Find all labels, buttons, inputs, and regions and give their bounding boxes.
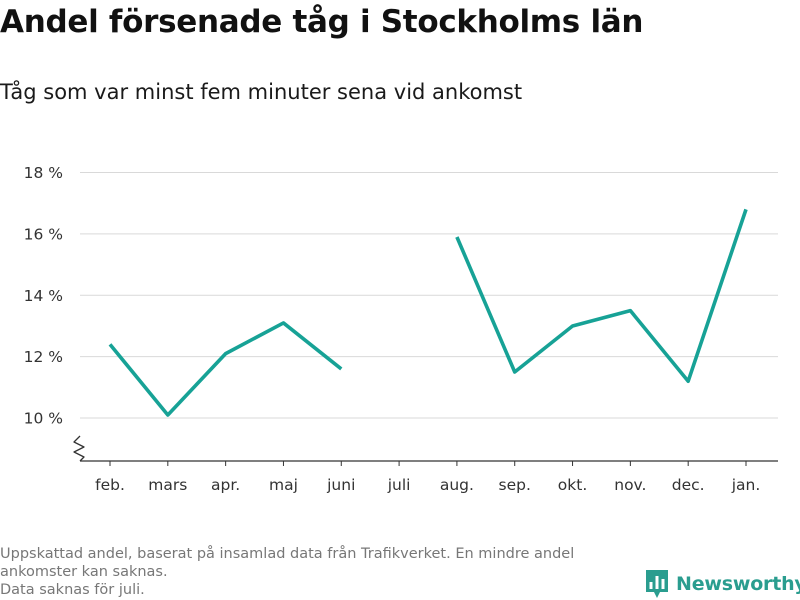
- chart-title: Andel försenade tåg i Stockholms län: [0, 4, 644, 40]
- x-tick-label: mars: [148, 476, 187, 494]
- brand-name: Newsworthy: [676, 573, 800, 595]
- grid-lines: [80, 172, 778, 419]
- x-tick-label: sep.: [499, 476, 531, 494]
- footnote: Uppskattad andel, baserat på insamlad da…: [0, 545, 640, 599]
- x-axis-tick-marks: [109, 461, 747, 466]
- x-tick-label: dec.: [672, 476, 705, 494]
- footnote-line: ankomster kan saknas.: [0, 564, 168, 580]
- y-tick-label: 10 %: [24, 410, 63, 428]
- line-chart: 10 % 12 % 14 % 16 % 18 % feb. mars apr. maj juni…: [24, 164, 778, 494]
- chart-subtitle: Tåg som var minst fem minuter sena vid a…: [0, 80, 523, 104]
- bar-chart-logo-icon: [646, 570, 668, 598]
- y-axis-tick-labels: 10 % 12 % 14 % 16 % 18 %: [24, 164, 63, 427]
- y-tick-label: 12 %: [24, 348, 63, 366]
- x-tick-label: feb.: [95, 476, 125, 494]
- x-axis-tick-labels: feb. mars apr. maj juni juli aug. sep. okt. nov. d…: [95, 476, 760, 494]
- footnote-line: Data saknas för juli.: [0, 582, 145, 598]
- axis-break-icon: [73, 435, 85, 462]
- x-tick-label: juli: [387, 476, 411, 494]
- series-line-segment: [108, 321, 343, 417]
- y-tick-label: 14 %: [24, 287, 63, 305]
- series-lines: [108, 208, 748, 417]
- footnote-line: Uppskattad andel, baserat på insamlad da…: [0, 546, 575, 562]
- x-tick-label: okt.: [558, 476, 587, 494]
- brand-logo: Newsworthy: [644, 568, 800, 600]
- x-tick-label: aug.: [440, 476, 474, 494]
- x-tick-label: juni: [326, 476, 355, 494]
- y-tick-label: 16 %: [24, 225, 63, 243]
- x-tick-label: maj: [269, 476, 298, 494]
- axis-break-zigzag: [73, 435, 85, 462]
- series-line-segment: [455, 208, 748, 384]
- x-tick-label: jan.: [731, 476, 761, 494]
- x-tick-label: nov.: [614, 476, 646, 494]
- x-tick-label: apr.: [211, 476, 240, 494]
- y-tick-label: 18 %: [24, 164, 63, 182]
